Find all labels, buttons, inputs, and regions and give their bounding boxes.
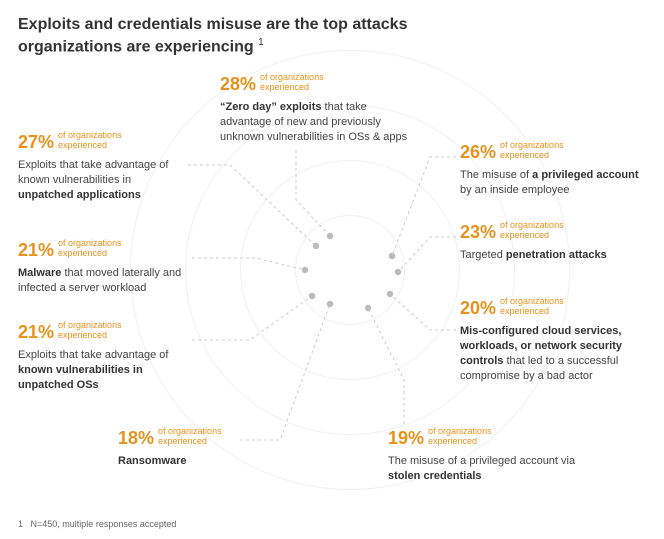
anchor-dot-malware-lateral (302, 267, 308, 273)
stat-percent: 21% (18, 320, 54, 344)
connector-unpatched-oss (192, 296, 312, 340)
connector-stolen-creds (368, 308, 404, 424)
stat-sublabel: of organizationsexperienced (428, 426, 492, 447)
title-line1: Exploits and credentials misuse are the … (18, 16, 407, 33)
stat-header: 21%of organizationsexperienced (18, 320, 193, 344)
stat-sublabel: of organizationsexperienced (58, 320, 122, 341)
stat-desc: Exploits that take advantage of known vu… (18, 158, 188, 203)
stat-sublabel: of organizationsexperienced (500, 296, 564, 317)
connector-misconfigured-cloud (390, 294, 456, 330)
ring-2 (240, 160, 460, 380)
stat-desc: The misuse of a privileged account via s… (388, 454, 578, 484)
stat-percent: 20% (460, 296, 496, 320)
stat-header: 23%of organizationsexperienced (460, 220, 630, 244)
stat-penetration: 23%of organizationsexperienced Targeted p… (460, 220, 630, 263)
stat-header: 19%of organizationsexperienced (388, 426, 578, 450)
anchor-dot-ransomware (327, 301, 333, 307)
stat-percent: 27% (18, 130, 54, 154)
title-footnote-ref: 1 (258, 37, 264, 48)
anchor-dot-penetration (395, 269, 401, 275)
stat-desc: Targeted penetration attacks (460, 248, 630, 263)
stat-sublabel: of organizationsexperienced (500, 220, 564, 241)
stat-misconfigured-cloud: 20%of organizationsexperienced Mis-config… (460, 296, 650, 384)
connector-privileged-inside (392, 157, 456, 256)
footnote-num: 1 (18, 519, 23, 529)
stat-percent: 19% (388, 426, 424, 450)
stat-zero-day: 28%of organizationsexperienced “Zero day”… (220, 72, 410, 145)
stat-malware-lateral: 21%of organizationsexperienced Malware th… (18, 238, 193, 296)
stat-header: 21%of organizationsexperienced (18, 238, 193, 262)
footnote: 1 N=450, multiple responses accepted (18, 519, 176, 529)
page-title: Exploits and credentials misuse are the … (18, 14, 407, 58)
anchor-dot-stolen-creds (365, 305, 371, 311)
connector-unpatched-apps (188, 165, 316, 246)
connector-ransomware (240, 304, 330, 440)
anchor-dot-unpatched-oss (309, 293, 315, 299)
connector-malware-lateral (192, 258, 305, 270)
stat-desc: Mis-configured cloud services, workloads… (460, 324, 650, 383)
stat-sublabel: of organizationsexperienced (260, 72, 324, 93)
stat-header: 26%of organizationsexperienced (460, 140, 640, 164)
stat-percent: 23% (460, 220, 496, 244)
stat-desc: Ransomware (118, 454, 278, 469)
stat-privileged-inside: 26%of organizationsexperienced The misuse… (460, 140, 640, 198)
stat-sublabel: of organizationsexperienced (158, 426, 222, 447)
title-line2: organizations are experiencing (18, 38, 254, 55)
stat-percent: 28% (220, 72, 256, 96)
stat-desc: The misuse of a privileged account by an… (460, 168, 640, 198)
anchor-dot-zero-day (327, 233, 333, 239)
footnote-text: N=450, multiple responses accepted (31, 519, 177, 529)
stat-percent: 18% (118, 426, 154, 450)
stat-header: 20%of organizationsexperienced (460, 296, 650, 320)
stat-sublabel: of organizationsexperienced (58, 130, 122, 151)
connector-penetration (398, 237, 456, 272)
stat-percent: 26% (460, 140, 496, 164)
stat-stolen-creds: 19%of organizationsexperienced The misuse… (388, 426, 578, 484)
ring-inner (295, 215, 405, 325)
stat-desc: “Zero day” exploits that take advantage … (220, 100, 410, 145)
stat-desc: Malware that moved laterally and infecte… (18, 266, 193, 296)
anchor-dot-privileged-inside (389, 253, 395, 259)
stat-header: 27%of organizationsexperienced (18, 130, 188, 154)
connector-zero-day (296, 150, 330, 236)
anchor-dot-misconfigured-cloud (387, 291, 393, 297)
stat-ransomware: 18%of organizationsexperienced Ransomware (118, 426, 278, 469)
stat-unpatched-apps: 27%of organizationsexperienced Exploits t… (18, 130, 188, 203)
infographic-page: Exploits and credentials misuse are the … (0, 0, 664, 539)
stat-percent: 21% (18, 238, 54, 262)
stat-desc: Exploits that take advantage of known vu… (18, 348, 193, 393)
stat-unpatched-oss: 21%of organizationsexperienced Exploits t… (18, 320, 193, 393)
stat-header: 28%of organizationsexperienced (220, 72, 410, 96)
stat-header: 18%of organizationsexperienced (118, 426, 278, 450)
stat-sublabel: of organizationsexperienced (500, 140, 564, 161)
stat-sublabel: of organizationsexperienced (58, 238, 122, 259)
anchor-dot-unpatched-apps (313, 243, 319, 249)
